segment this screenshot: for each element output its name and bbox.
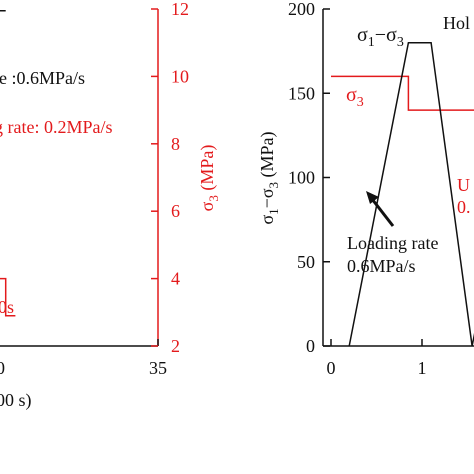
right-annotation-deviatoric: σ1−σ3 (357, 24, 404, 50)
right-y-tick-label: 150 (288, 83, 315, 103)
right-y-tick-label: 200 (288, 0, 315, 19)
left-annotation-loading-rate-red: g rate: 0.2MPa/s (0, 117, 113, 137)
right-y-ticks: 0 50 100 150 200 (288, 0, 330, 356)
right-x-ticks: 012 (327, 339, 427, 378)
left-y-tick-label: 8 (171, 134, 180, 154)
left-y-tick-label: 4 (171, 269, 180, 289)
left-x-ticks: 253035 (0, 339, 167, 378)
right-series-sigma3 (331, 75, 474, 111)
left-x-tick-label: 35 (149, 358, 167, 378)
right-annotation-sigma3: σ3 (346, 84, 364, 110)
arrow-head (366, 191, 379, 204)
left-annotation-loading-rate-black: te :0.6MPa/s (0, 68, 85, 88)
right-y-tick-label: 0 (306, 336, 315, 356)
svg-text:σ1−σ3 (MPa): σ1−σ3 (MPa) (257, 131, 281, 224)
left-y-tick-label: 6 (171, 201, 180, 221)
left-annotation-time: 0s (0, 297, 14, 317)
left-y-tick-label: 12 (171, 0, 189, 19)
left-series-sigma1 (0, 9, 6, 12)
right-y-tick-label: 50 (297, 252, 315, 272)
right-annotation-loading-rate-value: 0.6MPa/s (347, 256, 416, 276)
right-annotation-unloading: U (457, 175, 470, 195)
left-right-y-ticks: 2 4 6 8 10 12 (151, 0, 189, 356)
left-x-tick-label: 30 (0, 358, 5, 378)
left-y-tick-label: 10 (171, 66, 189, 86)
right-y-axis-label: σ1−σ3 (MPa) (257, 131, 281, 224)
right-y-tick-label: 100 (288, 168, 315, 188)
left-right-y-axis-label: σ3 (MPa) (197, 145, 221, 212)
right-x-tick-label: 1 (418, 358, 427, 378)
left-x-axis-label: 00 s) (0, 390, 32, 411)
right-annotation-hold: Hol (443, 13, 470, 33)
svg-text:σ3 (MPa): σ3 (MPa) (197, 145, 221, 212)
right-annotation-loading-rate: Loading rate (347, 233, 438, 253)
right-x-tick-label: 0 (327, 358, 336, 378)
left-y-tick-label: 2 (171, 336, 180, 356)
arrow-shaft (370, 198, 395, 227)
right-annotation-unloading-value: 0. (457, 197, 471, 217)
right-series-deviatoric (348, 41, 474, 347)
left-series-sigma3 (0, 277, 16, 317)
